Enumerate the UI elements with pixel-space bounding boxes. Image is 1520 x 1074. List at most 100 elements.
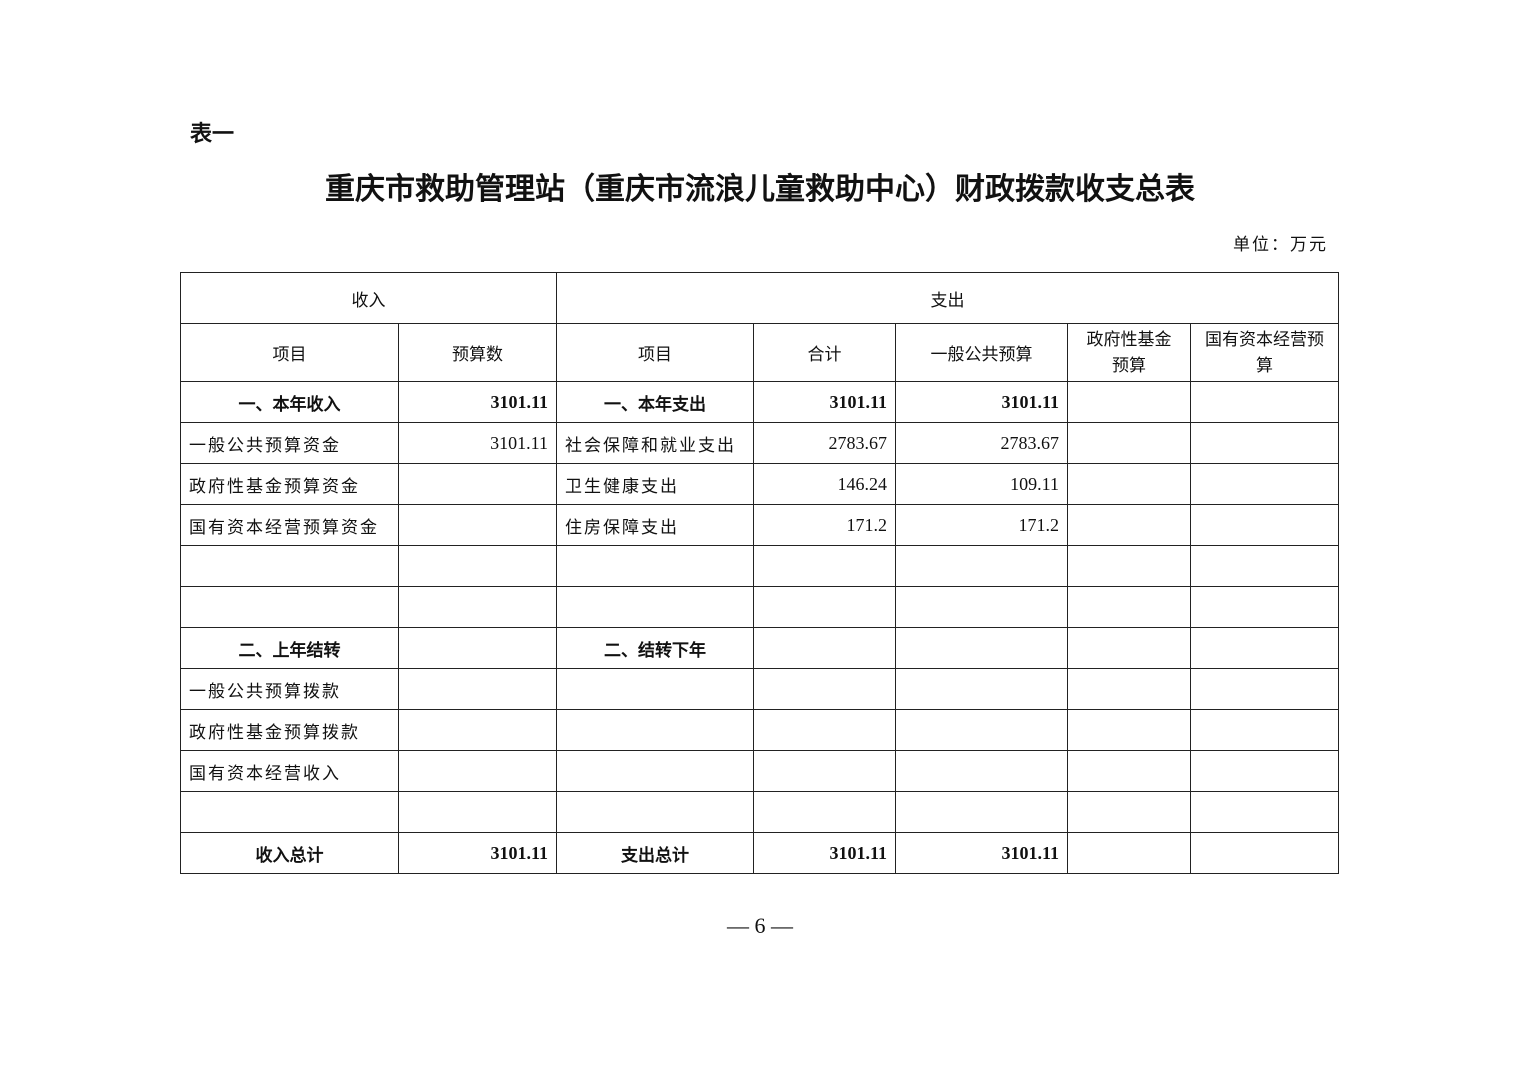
cell-income-item: 国有资本经营收入 <box>180 750 399 792</box>
cell-expense-gov-fund <box>1067 422 1191 464</box>
cell-expense-gov-fund <box>1067 586 1191 628</box>
table-row: 二、上年结转 二、结转下年 <box>180 627 1339 669</box>
cell-expense-state-capital <box>1190 463 1339 505</box>
cell-income-budget <box>398 750 557 792</box>
cell-expense-item <box>556 586 754 628</box>
cell-expense-total <box>753 668 896 710</box>
cell-income-budget: 3101.11 <box>398 832 557 874</box>
cell-expense-item: 住房保障支出 <box>556 504 754 546</box>
col-header-total: 合计 <box>753 323 896 382</box>
table-row: 国有资本经营收入 <box>180 750 1339 792</box>
cell-expense-general <box>895 791 1068 833</box>
table-row: 一般公共预算资金 3101.11 社会保障和就业支出 2783.67 2783.67 <box>180 422 1339 464</box>
cell-expense-general <box>895 627 1068 669</box>
cell-expense-item <box>556 668 754 710</box>
cell-expense-state-capital <box>1190 627 1339 669</box>
cell-expense-item: 二、结转下年 <box>556 627 754 669</box>
header-row-group: 收入 支出 <box>180 272 1339 324</box>
table-row <box>180 586 1339 628</box>
cell-expense-gov-fund <box>1067 627 1191 669</box>
cell-expense-state-capital <box>1190 668 1339 710</box>
cell-expense-total <box>753 586 896 628</box>
page-title: 重庆市救助管理站（重庆市流浪儿童救助中心）财政拨款收支总表 <box>325 172 1195 207</box>
page-number: — 6 — <box>727 913 793 938</box>
cell-expense-total <box>753 750 896 792</box>
cell-income-budget <box>398 627 557 669</box>
cell-expense-total: 2783.67 <box>753 422 896 464</box>
table-row <box>180 791 1339 833</box>
cell-expense-total: 146.24 <box>753 463 896 505</box>
cell-income-item <box>180 791 399 833</box>
cell-expense-total: 3101.11 <box>753 381 896 423</box>
cell-expense-state-capital <box>1190 832 1339 874</box>
header-expense: 支出 <box>556 272 1339 324</box>
cell-income-item: 二、上年结转 <box>180 627 399 669</box>
table-row: 收入总计 3101.11 支出总计 3101.11 3101.11 <box>180 832 1339 874</box>
cell-income-item: 一般公共预算拨款 <box>180 668 399 710</box>
cell-expense-item: 一、本年支出 <box>556 381 754 423</box>
col-header-state-capital: 国有资本经营预算 <box>1190 323 1339 382</box>
cell-expense-total: 3101.11 <box>753 832 896 874</box>
cell-income-item: 收入总计 <box>180 832 399 874</box>
cell-income-item: 政府性基金预算资金 <box>180 463 399 505</box>
cell-expense-general: 2783.67 <box>895 422 1068 464</box>
cell-expense-general: 171.2 <box>895 504 1068 546</box>
cell-income-budget <box>398 709 557 751</box>
cell-expense-gov-fund <box>1067 668 1191 710</box>
cell-expense-gov-fund <box>1067 709 1191 751</box>
cell-income-budget <box>398 463 557 505</box>
budget-table: 收入 支出 项目 预算数 项目 合计 一般公共预算 政府性基金预算 国有资本经营… <box>180 272 1339 874</box>
cell-expense-gov-fund <box>1067 504 1191 546</box>
cell-income-budget <box>398 668 557 710</box>
table-label: 表一 <box>190 122 235 147</box>
cell-expense-state-capital <box>1190 381 1339 423</box>
table-row <box>180 545 1339 587</box>
col-header-expense-item: 项目 <box>556 323 754 382</box>
cell-income-budget <box>398 504 557 546</box>
col-header-gov-fund: 政府性基金预算 <box>1067 323 1191 382</box>
cell-expense-general <box>895 668 1068 710</box>
table-row: 国有资本经营预算资金 住房保障支出 171.2 171.2 <box>180 504 1339 546</box>
cell-income-item: 政府性基金预算拨款 <box>180 709 399 751</box>
cell-expense-item <box>556 750 754 792</box>
table-row: 政府性基金预算资金 卫生健康支出 146.24 109.11 <box>180 463 1339 505</box>
cell-income-budget: 3101.11 <box>398 381 557 423</box>
cell-expense-state-capital <box>1190 791 1339 833</box>
cell-expense-general <box>895 709 1068 751</box>
cell-expense-gov-fund <box>1067 791 1191 833</box>
cell-expense-state-capital <box>1190 504 1339 546</box>
cell-expense-general <box>895 586 1068 628</box>
cell-expense-total <box>753 709 896 751</box>
cell-income-budget <box>398 791 557 833</box>
cell-income-item: 一般公共预算资金 <box>180 422 399 464</box>
cell-income-item <box>180 586 399 628</box>
col-header-income-item: 项目 <box>180 323 399 382</box>
header-row-columns: 项目 预算数 项目 合计 一般公共预算 政府性基金预算 国有资本经营预算 <box>180 323 1339 382</box>
cell-expense-state-capital <box>1190 586 1339 628</box>
cell-expense-total <box>753 627 896 669</box>
cell-expense-item <box>556 791 754 833</box>
col-header-budget: 预算数 <box>398 323 557 382</box>
cell-expense-item: 卫生健康支出 <box>556 463 754 505</box>
table-row: 政府性基金预算拨款 <box>180 709 1339 751</box>
cell-expense-state-capital <box>1190 750 1339 792</box>
cell-expense-item <box>556 545 754 587</box>
cell-expense-item: 支出总计 <box>556 832 754 874</box>
cell-expense-general: 3101.11 <box>895 832 1068 874</box>
cell-expense-state-capital <box>1190 422 1339 464</box>
cell-expense-gov-fund <box>1067 463 1191 505</box>
table-row: 一般公共预算拨款 <box>180 668 1339 710</box>
cell-expense-total: 171.2 <box>753 504 896 546</box>
cell-expense-gov-fund <box>1067 381 1191 423</box>
cell-expense-general: 109.11 <box>895 463 1068 505</box>
cell-expense-general <box>895 545 1068 587</box>
col-header-general-budget: 一般公共预算 <box>895 323 1068 382</box>
cell-expense-state-capital <box>1190 545 1339 587</box>
cell-expense-gov-fund <box>1067 832 1191 874</box>
cell-expense-state-capital <box>1190 709 1339 751</box>
table-row: 一、本年收入 3101.11 一、本年支出 3101.11 3101.11 <box>180 381 1339 423</box>
cell-income-budget: 3101.11 <box>398 422 557 464</box>
cell-expense-gov-fund <box>1067 545 1191 587</box>
unit-label: 单位：万元 <box>1233 235 1328 255</box>
header-income: 收入 <box>180 272 557 324</box>
